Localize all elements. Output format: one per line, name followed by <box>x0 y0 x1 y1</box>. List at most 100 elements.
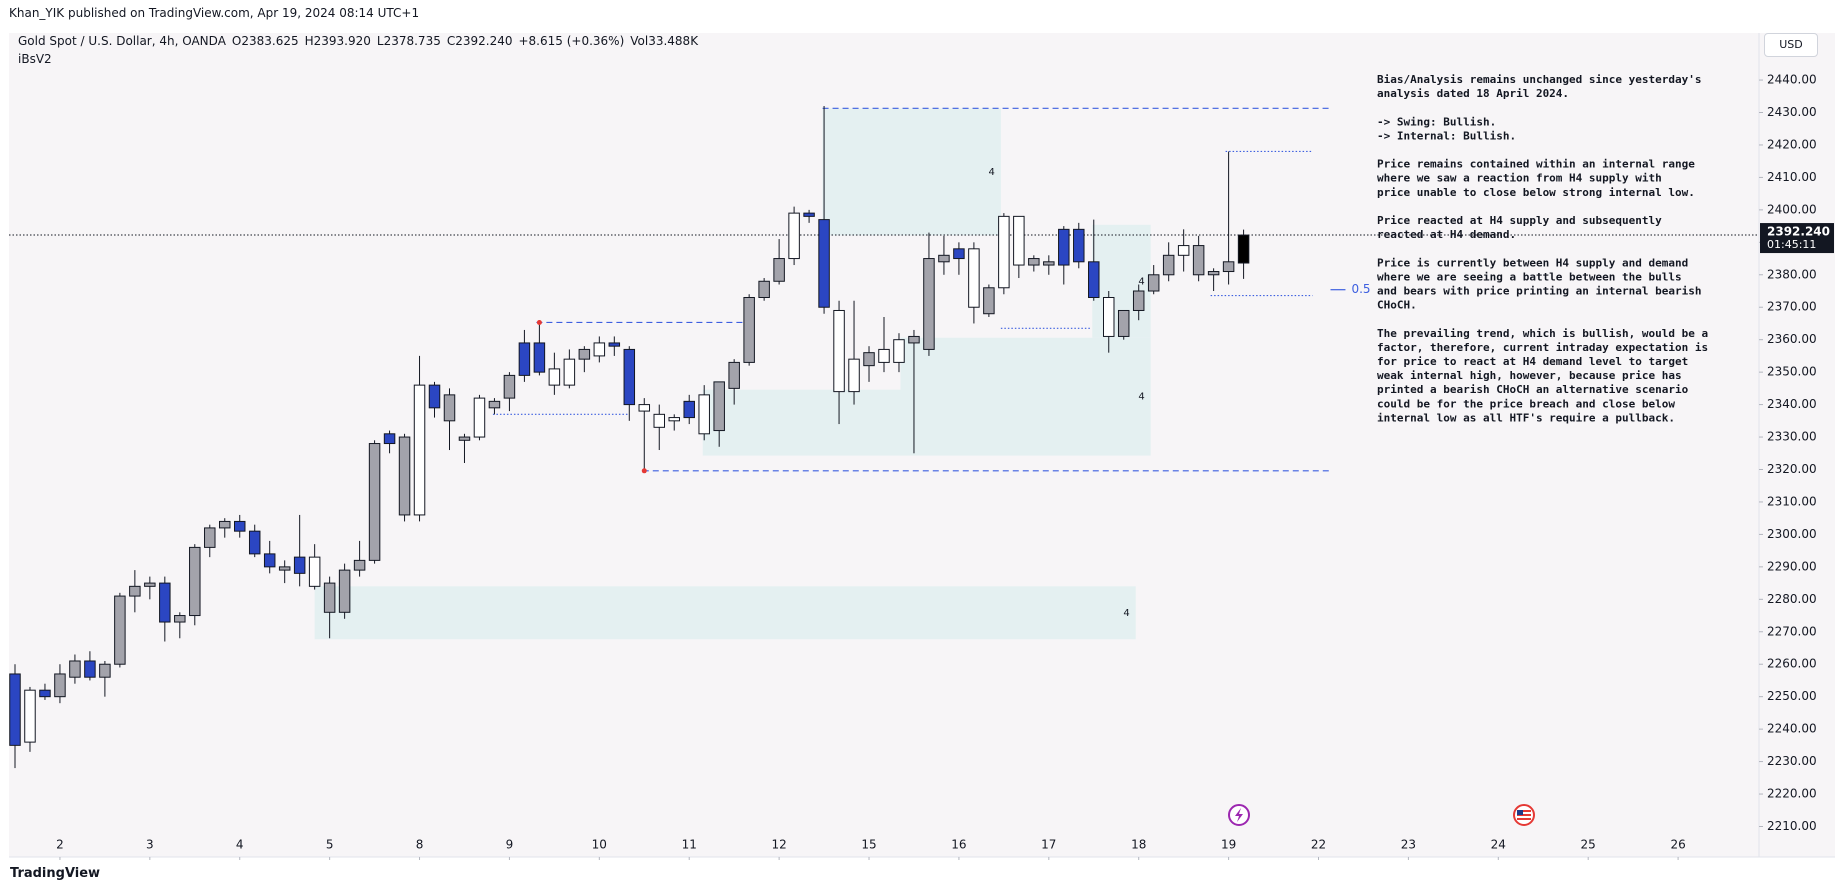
y-tick-label: 2240.00 <box>1767 722 1817 736</box>
candle-body <box>848 358 860 393</box>
y-tick-label: 2430.00 <box>1767 105 1817 119</box>
y-tick-label: 2210.00 <box>1767 819 1817 833</box>
candle-body <box>818 219 830 308</box>
candle-body <box>698 394 710 435</box>
flag-icon[interactable] <box>1513 804 1535 826</box>
y-tick-label: 2320.00 <box>1767 462 1817 476</box>
candle-body <box>1132 290 1145 311</box>
legend-open: O2383.625 <box>231 34 299 48</box>
candle-body <box>923 258 935 350</box>
candle-body <box>174 615 186 623</box>
x-tick-label: 8 <box>416 838 424 852</box>
candle-body <box>114 595 126 665</box>
annotation-line: Price is currently between H4 supply and… <box>1377 256 1688 269</box>
candle-body <box>233 520 246 532</box>
legend-high: H2393.920 <box>304 34 371 48</box>
y-tick-label: 2310.00 <box>1767 494 1817 508</box>
candle-body <box>908 335 920 344</box>
candle-body <box>338 569 351 613</box>
candle-body <box>863 352 875 367</box>
annotation-line: -> Swing: Bullish. <box>1377 115 1496 128</box>
zone <box>900 337 1151 456</box>
y-tick-label: 2410.00 <box>1767 170 1817 184</box>
flag-stripe[interactable] <box>1517 816 1531 818</box>
y-tick-label: 2270.00 <box>1767 624 1817 638</box>
annotation-line: reacted at H4 demand. <box>1377 228 1516 241</box>
event-bolt[interactable] <box>1235 808 1243 822</box>
candle-body <box>263 553 276 568</box>
candle-body <box>323 582 336 613</box>
annotation-line: where we saw a reaction from H4 supply w… <box>1377 172 1662 185</box>
candle-body <box>743 296 755 363</box>
candle-body <box>189 546 201 617</box>
candle-body <box>533 342 546 373</box>
x-tick-label: 18 <box>1131 838 1146 852</box>
candle-body <box>1192 245 1205 276</box>
annotation-line: where we are seeing a battle between the… <box>1377 270 1682 283</box>
candle-body <box>1222 261 1235 273</box>
candle-body <box>623 348 636 406</box>
annotation-line: printed a bearish CHoCH an alternative s… <box>1377 383 1689 396</box>
y-tick-label: 2350.00 <box>1767 365 1817 379</box>
candle-body <box>728 361 740 389</box>
flag-stripes[interactable] <box>1517 810 1531 820</box>
candle-body <box>219 520 231 529</box>
x-tick-label: 10 <box>592 838 607 852</box>
event-icon[interactable] <box>1228 804 1250 826</box>
annotation-line: for price to react at H4 demand level to… <box>1377 355 1688 368</box>
legend: Gold Spot / U.S. Dollar, 4h, OANDA O2383.… <box>18 34 704 48</box>
indicator: iBsV2 <box>18 52 52 66</box>
pivot-dot <box>536 319 542 325</box>
candle-body <box>893 339 905 363</box>
annotation-line: and bears with price printing an interna… <box>1377 285 1702 298</box>
candle-body <box>518 342 531 376</box>
candle-body <box>713 381 725 432</box>
flag-stripe[interactable] <box>1517 812 1531 814</box>
candle-body <box>653 413 666 428</box>
candle-body <box>1102 296 1115 337</box>
candle-body <box>84 660 96 678</box>
candle-body <box>578 348 591 360</box>
candle-body <box>39 689 51 698</box>
y-tick-label: 2220.00 <box>1767 787 1817 801</box>
candle-body <box>1088 261 1100 298</box>
candle-body <box>1237 234 1250 264</box>
candle-body <box>593 342 606 357</box>
y-tick-label: 2340.00 <box>1767 397 1817 411</box>
annotation-line: Price reacted at H4 supply and subsequen… <box>1377 214 1662 227</box>
legend-change: +8.615 (+0.36%) <box>518 34 625 48</box>
candle-body <box>1028 258 1040 266</box>
flag-canton[interactable] <box>1517 810 1523 815</box>
x-tick-label: 12 <box>771 838 786 852</box>
candle-body <box>1073 228 1085 263</box>
candle-body <box>99 663 111 678</box>
candle-body <box>428 384 441 409</box>
y-tick-label: 2370.00 <box>1767 300 1817 314</box>
price-tag-label: 2392.240 <box>1767 225 1830 239</box>
candle-body <box>144 582 156 587</box>
candles-layer <box>9 106 1250 769</box>
currency-button[interactable]: USD <box>1764 33 1818 57</box>
y-tick-label: 2230.00 <box>1767 754 1817 768</box>
annotation-line: internal low as all HTF's require a pull… <box>1377 411 1675 424</box>
x-tick-label: 3 <box>146 838 154 852</box>
candle-body <box>773 258 785 282</box>
annotation-line: -> Internal: Bullish. <box>1377 129 1516 142</box>
annotation-line: CHoCH. <box>1377 299 1417 312</box>
y-tick-label: 2440.00 <box>1767 73 1817 87</box>
x-tick-label: 2 <box>56 838 64 852</box>
candle-body <box>938 254 950 263</box>
candle-body <box>638 404 651 412</box>
y-tick-label: 2280.00 <box>1767 592 1817 606</box>
candle-body <box>413 384 426 516</box>
candle-body <box>398 436 411 516</box>
candle-body <box>1117 309 1130 337</box>
x-tick-label: 4 <box>236 838 244 852</box>
candle-body <box>129 585 141 597</box>
y-tick-label: 2300.00 <box>1767 527 1817 541</box>
candle-body <box>833 309 845 393</box>
candle-body <box>473 397 486 438</box>
price-tag <box>1760 223 1834 254</box>
candle-body <box>204 527 216 548</box>
